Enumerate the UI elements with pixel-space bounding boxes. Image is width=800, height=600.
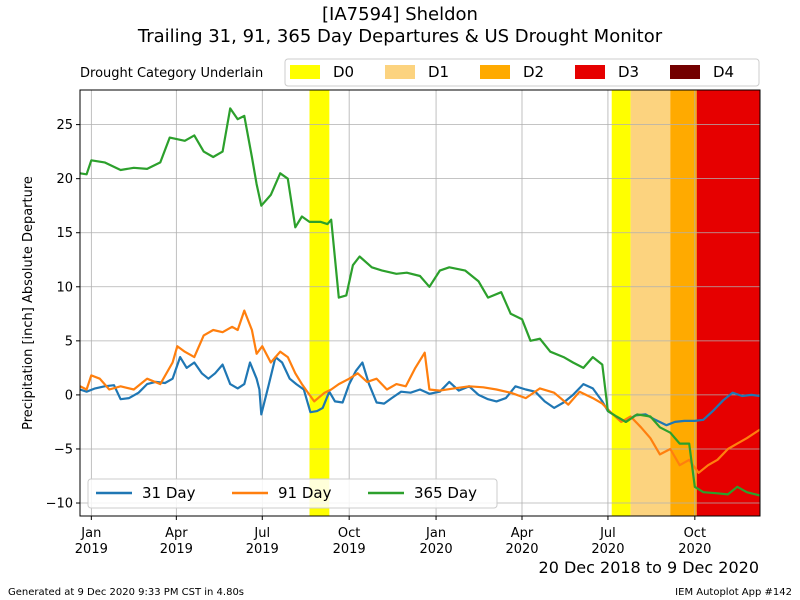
x-tick-label-year: 2020 (420, 542, 453, 557)
series-legend-frame (87, 478, 498, 509)
plot-area: Jan2019Apr2019Jul2019Oct2019Jan2020Apr20… (46, 89, 761, 557)
y-axis-label: Precipitation [inch] Absolute Departure (21, 176, 36, 430)
x-tick-label-year: 2019 (333, 542, 366, 557)
drought-legend-label-d0: D0 (333, 63, 354, 81)
series-line-3 (79, 107, 761, 497)
y-tick-label: 10 (56, 280, 73, 295)
x-axis: Jan2019Apr2019Jul2019Oct2019Jan2020Apr20… (75, 516, 711, 557)
y-tick-label: 0 (65, 388, 73, 403)
drought-band-d1-2 (630, 90, 671, 516)
drought-legend-swatch-d0 (290, 65, 320, 79)
x-tick-label-month: Apr (165, 526, 188, 541)
y-tick-label: −5 (54, 442, 73, 457)
y-tick-label: 25 (56, 118, 73, 133)
drought-band-d0-1 (611, 90, 631, 516)
y-tick-label: 20 (56, 172, 73, 187)
y-axis: −10 −5 0 5 10 15 20 25 (46, 118, 80, 512)
footer-generated-note: Generated at 9 Dec 2020 9:33 PM CST in 4… (8, 587, 244, 598)
x-tick-label-year: 2020 (678, 542, 711, 557)
drought-legend-swatch-d3 (575, 65, 605, 79)
x-tick-label-month: Jul (253, 526, 270, 541)
plot-frame (79, 89, 761, 517)
x-tick-label-month: Jan (425, 526, 446, 541)
drought-bands (309, 90, 760, 516)
drought-legend-swatch-d1 (385, 65, 415, 79)
drought-legend-label-d3: D3 (618, 63, 639, 81)
x-tick-label-month: Apr (511, 526, 534, 541)
series-legend-items: 31 Day 91 Day 365 Day (96, 484, 477, 502)
series-legend-label-2: 91 Day (278, 484, 332, 502)
series-legend: 31 Day 91 Day 365 Day (87, 478, 498, 509)
x-tick-label-year: 2019 (160, 542, 193, 557)
series-lines (79, 107, 761, 497)
drought-legend-label-d1: D1 (428, 63, 449, 81)
series-line-2 (79, 309, 761, 474)
chart-subtitle: Trailing 31, 91, 365 Day Departures & US… (137, 26, 663, 47)
drought-legend-swatch-d4 (670, 65, 700, 79)
drought-band-d0-0 (309, 90, 330, 516)
series-legend-label-3: 365 Day (414, 484, 477, 502)
series-legend-label-1: 31 Day (142, 484, 196, 502)
x-tick-label-year: 2020 (591, 542, 624, 557)
y-tick-label: 15 (56, 226, 73, 241)
x-tick-label-month: Oct (684, 526, 706, 541)
chart-title: [IA7594] Sheldon (322, 4, 478, 25)
y-tick-label: −10 (46, 497, 73, 512)
x-tick-label-month: Jul (599, 526, 616, 541)
drought-legend-swatch-d2 (480, 65, 510, 79)
x-tick-label-month: Oct (338, 526, 360, 541)
drought-legend-label-d2: D2 (523, 63, 544, 81)
drought-legend-label-d4: D4 (713, 63, 734, 81)
x-tick-label-year: 2019 (75, 542, 108, 557)
x-tick-label-year: 2019 (246, 542, 279, 557)
drought-legend: Drought Category Underlain D0 D1 D2 D3 D4 (80, 58, 760, 87)
x-tick-label-year: 2020 (505, 542, 538, 557)
drought-band-d2-3 (670, 90, 697, 516)
y-tick-label: 5 (65, 334, 73, 349)
drought-legend-items: D0 D1 D2 D3 D4 (290, 63, 734, 81)
x-tick-label-month: Jan (80, 526, 101, 541)
drought-band-d3-4 (696, 90, 760, 516)
footer-app-credit: IEM Autoplot App #142 (675, 587, 792, 598)
drought-legend-title: Drought Category Underlain (80, 66, 263, 81)
date-range-label: 20 Dec 2018 to 9 Dec 2020 (539, 558, 759, 577)
